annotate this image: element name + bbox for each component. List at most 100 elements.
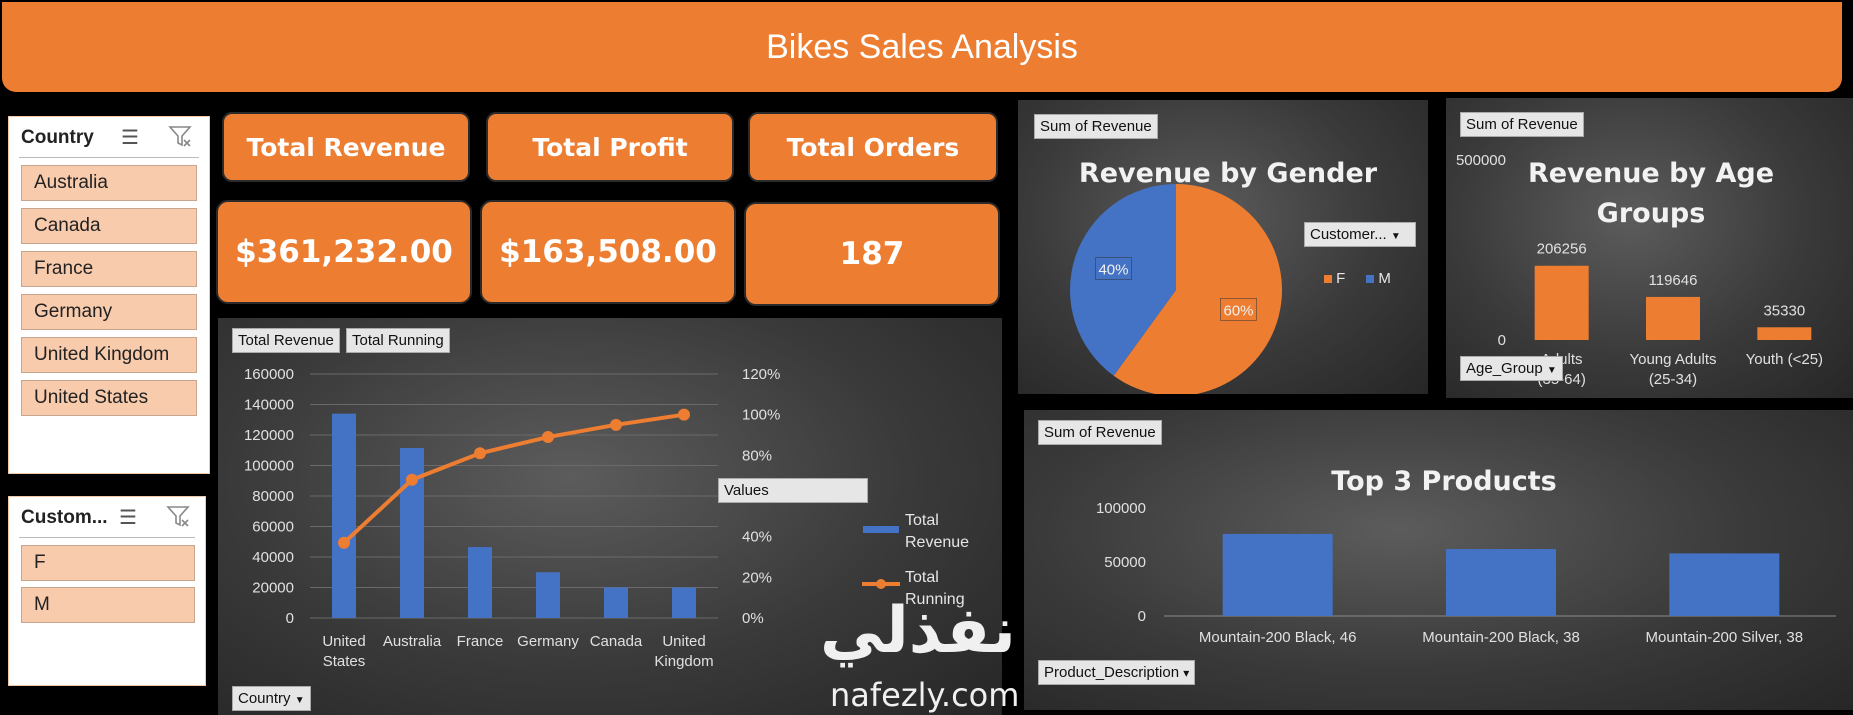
- customer-slicer[interactable]: Custom... ☰ F M: [8, 496, 206, 686]
- chart-title-age: Revenue by Age Groups: [1527, 158, 1775, 229]
- line-total-running: [342, 412, 685, 545]
- bar-product: [1669, 553, 1780, 616]
- pie-data-label: 60%: [1223, 302, 1253, 319]
- field-button-total-revenue[interactable]: Total Revenue: [232, 328, 340, 353]
- field-button-total-running[interactable]: Total Running: [346, 328, 450, 353]
- y2-tick-label: 100%: [742, 407, 780, 424]
- legend-label-m: M: [1378, 270, 1391, 287]
- bar-total-revenue: [536, 572, 560, 618]
- multi-select-icon[interactable]: ☰: [121, 127, 139, 149]
- slicer-item-canada[interactable]: Canada: [21, 208, 197, 244]
- bar-total-revenue: [672, 587, 696, 618]
- x-tick-label: United States: [322, 633, 365, 670]
- axis-button-country-label: Country: [238, 690, 291, 707]
- y-tick-label: 160000: [244, 366, 294, 383]
- pareto-legend: [862, 526, 900, 589]
- slicer-item-united-states[interactable]: United States: [21, 380, 197, 416]
- slicer-item-f[interactable]: F: [21, 545, 195, 581]
- axis-button-age-group[interactable]: Age_Group ▼: [1460, 356, 1563, 381]
- x-tick-label: United Kingdom: [654, 633, 713, 670]
- field-button-sum-of-revenue[interactable]: Sum of Revenue: [1034, 114, 1158, 139]
- y-tick-label: 50000: [1104, 554, 1146, 571]
- y2-tick-label: 120%: [742, 366, 780, 383]
- kpi-total-profit-label: Total Profit: [486, 112, 734, 182]
- chart-title-gender: Revenue by Gender: [1078, 158, 1378, 189]
- y-tick-label: 60000: [252, 519, 294, 536]
- axis-button-product-description[interactable]: Product_Description ▾: [1038, 660, 1196, 685]
- y-tick-label: 500000: [1456, 152, 1506, 169]
- point-total-running: [474, 447, 486, 460]
- slicer-item-germany[interactable]: Germany: [21, 294, 197, 330]
- pie-slice-f: [1113, 184, 1282, 394]
- y-tick-label: 0: [1498, 332, 1506, 349]
- point-total-running: [678, 408, 690, 421]
- filter-button-customer-label: Customer...: [1310, 226, 1387, 243]
- y2-tick-label: 20%: [742, 569, 772, 586]
- kpi-total-orders-label: Total Orders: [748, 112, 998, 182]
- filter-button-customer[interactable]: Customer... ▼: [1304, 222, 1416, 247]
- bar-total-revenue: [604, 587, 628, 618]
- country-slicer-title: Country: [21, 127, 94, 148]
- y-tick-label: 100000: [244, 458, 294, 475]
- kpi-total-revenue-label: Total Revenue: [222, 112, 470, 182]
- page-title: Bikes Sales Analysis: [766, 27, 1078, 66]
- field-button-sum-of-revenue-age[interactable]: Sum of Revenue: [1460, 112, 1584, 137]
- slicer-item-m[interactable]: M: [21, 587, 195, 623]
- y2-tick-label: 40%: [742, 529, 772, 546]
- x-tick-label: Mountain-200 Black, 46: [1199, 629, 1357, 646]
- axis-button-product-description-label: Product_Description: [1044, 664, 1180, 681]
- bar-total-revenue: [468, 547, 492, 618]
- kpi-total-orders-value: 187: [744, 202, 1000, 306]
- legend-swatch-f: [1324, 275, 1332, 283]
- dashboard-banner: Bikes Sales Analysis: [2, 2, 1842, 92]
- bar-age-group: [1534, 265, 1589, 340]
- x-tick-label: Youth (<25): [1746, 351, 1823, 368]
- clear-filter-icon[interactable]: [165, 503, 191, 535]
- y-tick-label: 40000: [252, 549, 294, 566]
- x-tick-label: Mountain-200 Silver, 38: [1646, 629, 1804, 646]
- y-tick-label: 140000: [244, 397, 294, 414]
- revenue-by-age-panel: Sum of Revenue Revenue by Age Groups 0 50…: [1446, 98, 1853, 398]
- x-tick-label: Young Adults (25-34): [1629, 351, 1716, 388]
- kpi-total-profit-value: $163,508.00: [480, 200, 736, 304]
- bar-age-group: [1646, 296, 1700, 340]
- pie-data-label: 40%: [1098, 262, 1128, 279]
- y-tick-label: 0: [286, 610, 294, 627]
- x-tick-label: Australia: [383, 633, 442, 650]
- y-tick-label: 120000: [244, 427, 294, 444]
- multi-select-icon[interactable]: ☰: [119, 507, 137, 529]
- bar-total-revenue: [332, 413, 356, 618]
- pie-data-label-box: [1095, 257, 1132, 280]
- watermark-arabic: نفذلي: [820, 594, 1016, 668]
- pareto-chart: 0 20000 40000 60000 80000 100000 120000 140000 1…: [244, 366, 780, 670]
- slicer-item-australia[interactable]: Australia: [21, 165, 197, 201]
- legend-swatch-total-revenue: [863, 526, 899, 533]
- bar-data-label: 206256: [1537, 241, 1587, 258]
- bar-total-revenue: [400, 447, 424, 618]
- field-button-sum-of-revenue-products[interactable]: Sum of Revenue: [1038, 420, 1162, 445]
- x-tick-label: Germany: [517, 633, 579, 650]
- watermark-latin: nafezly.com: [830, 676, 1020, 714]
- dropdown-arrow-icon: ▼: [1546, 365, 1557, 376]
- clear-filter-icon[interactable]: [167, 123, 193, 155]
- point-total-running: [542, 431, 554, 444]
- slicer-item-united-kingdom[interactable]: United Kingdom: [21, 337, 197, 373]
- y2-tick-label: 0%: [742, 610, 764, 627]
- y-tick-label: 80000: [252, 488, 294, 505]
- legend-label-total-revenue: Total Revenue: [905, 512, 970, 551]
- axis-button-country[interactable]: Country ▼: [232, 686, 311, 711]
- country-slicer[interactable]: Country ☰ Australia Canada France German…: [8, 116, 210, 474]
- y-tick-label: 100000: [1096, 500, 1146, 517]
- pie-legend: F M: [1324, 270, 1391, 287]
- bar-age-group: [1757, 327, 1812, 340]
- axis-button-age-group-label: Age_Group: [1466, 360, 1543, 377]
- slicer-item-france[interactable]: France: [21, 251, 197, 287]
- legend-title-values[interactable]: Values: [718, 478, 868, 503]
- dropdown-arrow-icon: ▼: [1390, 231, 1401, 242]
- gender-pie-chart: 60% 40%: [1070, 184, 1282, 394]
- filter-icon: ▾: [1183, 666, 1190, 680]
- y-tick-label: 0: [1138, 608, 1146, 625]
- y-tick-label: 20000: [252, 580, 294, 597]
- y2-tick-label: 80%: [742, 447, 772, 464]
- bar-product: [1222, 533, 1333, 616]
